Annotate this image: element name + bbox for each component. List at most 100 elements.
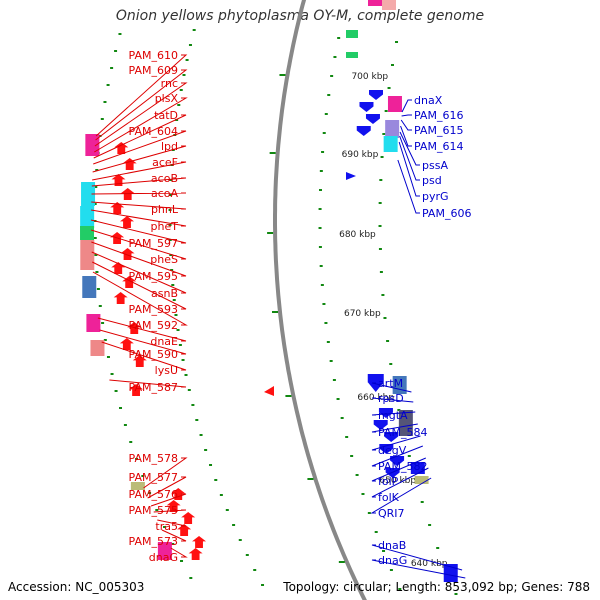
label-leader	[90, 209, 187, 227]
gene-label-rpsD: rpsD	[378, 392, 404, 405]
gc-dot	[199, 434, 203, 436]
gc-dot	[340, 417, 344, 419]
gc-dot	[148, 492, 152, 494]
scale-label: 640 kbp	[411, 559, 448, 569]
gene-label-PAM_595: PAM_595	[129, 270, 178, 283]
gene-label-folK: folK	[378, 491, 400, 504]
gene-label-artM: artM	[378, 377, 403, 390]
gc-dot	[345, 436, 349, 438]
label-leader	[92, 161, 187, 181]
gc-dot	[189, 577, 193, 579]
gc-dot	[428, 524, 432, 526]
gene-label-PAM_582: PAM_582	[378, 460, 427, 473]
gc-dot	[103, 339, 107, 341]
gc-dot	[168, 194, 172, 196]
label-leader	[91, 177, 187, 187]
gc-dot	[177, 104, 181, 106]
gene-arrow	[122, 158, 137, 170]
gene-label-PAM_615: PAM_615	[414, 124, 463, 137]
label-leader	[91, 241, 187, 277]
gene-label-PAM_587: PAM_587	[129, 381, 178, 394]
gc-dot	[336, 398, 340, 400]
gc-dot	[381, 294, 385, 296]
gc-dot	[333, 56, 337, 58]
gc-dot	[187, 389, 191, 391]
label-leader	[398, 141, 420, 197]
scale-label: 700 kbp	[351, 72, 388, 82]
gc-dot	[219, 494, 223, 496]
gene-arrow	[356, 126, 371, 136]
gc-dot	[420, 501, 424, 503]
gene-label-PAM_597: PAM_597	[129, 237, 178, 250]
gc-dot	[378, 202, 382, 204]
gc-dot	[114, 50, 118, 52]
gene-arrow	[120, 216, 135, 228]
gene-arrow	[132, 355, 147, 367]
gene-arrow	[359, 102, 374, 112]
gc-dot	[182, 74, 186, 76]
label-leader	[93, 114, 187, 159]
gene-label-pheS: pheS	[150, 253, 178, 266]
gc-dot	[324, 113, 328, 115]
gene-label-PAM_592: PAM_592	[129, 319, 178, 332]
gc-dot	[110, 67, 114, 69]
label-leader	[401, 114, 412, 117]
gene-label-PAM_578: PAM_578	[129, 452, 178, 465]
gc-dot	[378, 225, 382, 227]
gene-arrow	[192, 536, 207, 548]
gene-label-PAM_573: PAM_573	[129, 535, 178, 548]
gene-label-pheT: pheT	[151, 220, 179, 233]
gene-arrow	[166, 500, 181, 512]
gene-arrow	[365, 114, 380, 124]
gene-label-dnaG: dnaG	[378, 554, 407, 567]
gc-dot	[93, 237, 97, 239]
gene-arrow	[378, 408, 393, 418]
gene-label-psd: psd	[422, 174, 442, 187]
gene-label-rnc: rnc	[161, 77, 178, 90]
gc-dot	[321, 151, 325, 153]
gene-label-PAM_614: PAM_614	[414, 140, 463, 153]
gene-box	[85, 134, 100, 156]
label-leader	[153, 509, 187, 513]
gene-arrow	[390, 456, 405, 466]
gc-dot	[319, 170, 323, 172]
gc-dot	[180, 560, 184, 562]
label-leaders	[90, 54, 466, 579]
gene-label-tra5: tra5	[155, 520, 178, 533]
gc-dot	[178, 344, 182, 346]
gene-box	[80, 226, 95, 240]
gc-dot	[191, 404, 195, 406]
gc-dot	[436, 547, 440, 549]
gene-box	[392, 376, 407, 394]
label-leader	[371, 435, 421, 451]
gene-box	[90, 340, 105, 356]
gene-label-PAM_606: PAM_606	[422, 207, 471, 220]
label-leader	[370, 477, 432, 514]
label-leader	[150, 493, 187, 507]
gc-dot	[110, 373, 114, 375]
label-leader	[371, 559, 466, 579]
gene-label-dnaG: dnaG	[149, 551, 178, 564]
gene-arrow	[384, 432, 399, 442]
label-leader	[95, 69, 188, 141]
gene-arrow	[369, 90, 383, 100]
gc-dot	[94, 254, 98, 256]
gene-label-PAM_604: PAM_604	[129, 125, 178, 138]
gene-arrow	[119, 338, 134, 350]
gc-dot	[322, 303, 326, 305]
gc-dot	[253, 569, 257, 571]
gene-box	[387, 96, 402, 112]
gc-dot	[382, 550, 386, 552]
gc-dot	[225, 509, 229, 511]
gc-dot	[119, 407, 123, 409]
gc-dot	[390, 64, 394, 66]
gc-dot	[179, 89, 183, 91]
gc-dot	[454, 593, 458, 595]
label-leader	[371, 467, 429, 498]
gc-dot	[95, 169, 99, 171]
label-leader	[371, 457, 426, 482]
gene-arrow	[120, 248, 135, 260]
label-leader	[371, 411, 416, 416]
gc-dot	[141, 475, 145, 477]
gc-dot	[318, 227, 322, 229]
